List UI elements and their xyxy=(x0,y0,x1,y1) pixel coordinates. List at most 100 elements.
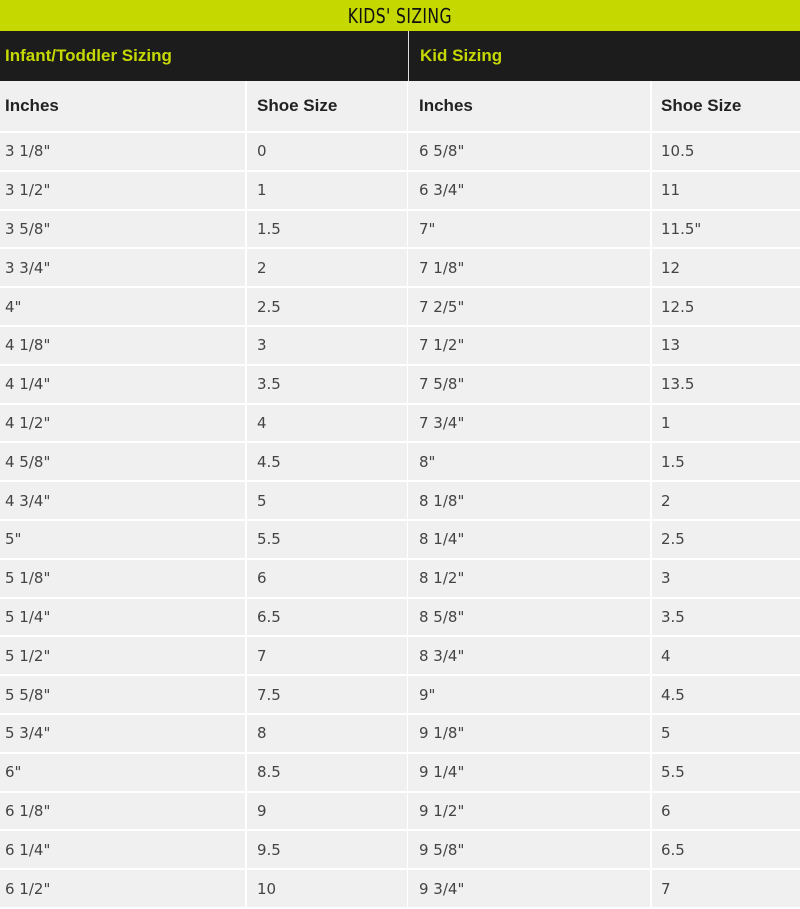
table-row: 5 1/8" 6 8 1/2" 3 xyxy=(0,559,800,599)
cell-inches-infant: 5 5/8" xyxy=(0,676,247,715)
cell-shoe-size-infant: 4.5 xyxy=(247,443,408,483)
table-row: 5 5/8" 7.5 9" 4.5 xyxy=(0,676,800,715)
cell-inches-kid: 7 5/8" xyxy=(408,365,652,405)
cell-shoe-size-kid: 5 xyxy=(652,714,800,754)
cell-inches-infant: 3 1/2" xyxy=(0,171,247,211)
cell-shoe-size-infant: 0 xyxy=(247,133,408,172)
table-row: 6 1/2" 10 9 3/4" 7 xyxy=(0,870,800,909)
column-header-inches-infant: Inches xyxy=(0,81,247,133)
cell-inches-kid: 8 1/8" xyxy=(408,482,652,521)
cell-inches-kid: 7 1/8" xyxy=(408,249,652,289)
cell-inches-infant: 3 1/8" xyxy=(0,133,247,172)
cell-inches-kid: 6 3/4" xyxy=(408,171,652,211)
cell-inches-infant: 3 5/8" xyxy=(0,210,247,250)
table-row: 4" 2.5 7 2/5" 12.5 xyxy=(0,288,800,327)
cell-shoe-size-kid: 1 xyxy=(652,404,800,444)
cell-shoe-size-kid: 2.5 xyxy=(652,520,800,560)
cell-shoe-size-infant: 4 xyxy=(247,404,408,444)
cell-inches-infant: 4" xyxy=(0,288,247,327)
cell-shoe-size-infant: 6.5 xyxy=(247,598,408,638)
cell-inches-infant: 4 1/8" xyxy=(0,326,247,366)
cell-inches-kid: 8 1/4" xyxy=(408,520,652,560)
cell-inches-kid: 6 5/8" xyxy=(408,133,652,172)
cell-shoe-size-kid: 10.5 xyxy=(652,133,800,172)
cell-shoe-size-kid: 7 xyxy=(652,870,800,909)
cell-inches-kid: 9 5/8" xyxy=(408,831,652,871)
table-row: 4 1/2" 4 7 3/4" 1 xyxy=(0,404,800,444)
section-header-infant-toddler: Infant/Toddler Sizing xyxy=(0,31,408,81)
cell-inches-kid: 8 3/4" xyxy=(408,637,652,677)
cell-shoe-size-kid: 12.5 xyxy=(652,288,800,327)
cell-shoe-size-kid: 11 xyxy=(652,171,800,211)
table-row: 5 1/4" 6.5 8 5/8" 3.5 xyxy=(0,598,800,638)
cell-inches-kid: 8 1/2" xyxy=(408,559,652,599)
cell-shoe-size-infant: 6 xyxy=(247,559,408,599)
cell-shoe-size-infant: 7 xyxy=(247,637,408,677)
cell-inches-infant: 6 1/8" xyxy=(0,792,247,832)
section-header-kid: Kid Sizing xyxy=(409,31,800,81)
cell-shoe-size-infant: 7.5 xyxy=(247,676,408,715)
cell-inches-kid: 9 1/2" xyxy=(408,792,652,832)
cell-shoe-size-kid: 4.5 xyxy=(652,676,800,715)
cell-shoe-size-infant: 2 xyxy=(247,249,408,289)
cell-shoe-size-kid: 3.5 xyxy=(652,598,800,638)
table-row: 3 1/8" 0 6 5/8" 10.5 xyxy=(0,133,800,172)
cell-inches-infant: 5 1/2" xyxy=(0,637,247,677)
cell-shoe-size-kid: 1.5 xyxy=(652,443,800,483)
cell-shoe-size-infant: 1 xyxy=(247,171,408,211)
cell-inches-infant: 4 1/4" xyxy=(0,365,247,405)
cell-inches-kid: 9" xyxy=(408,676,652,715)
cell-shoe-size-kid: 13 xyxy=(652,326,800,366)
table-row: 5 3/4" 8 9 1/8" 5 xyxy=(0,714,800,754)
cell-shoe-size-infant: 5.5 xyxy=(247,520,408,560)
cell-shoe-size-infant: 10 xyxy=(247,870,408,909)
cell-shoe-size-kid: 4 xyxy=(652,637,800,677)
column-header-shoe-size-infant: Shoe Size xyxy=(247,81,408,133)
cell-inches-kid: 8" xyxy=(408,443,652,483)
table-row: 6 1/4" 9.5 9 5/8" 6.5 xyxy=(0,831,800,871)
table-row: 4 3/4" 5 8 1/8" 2 xyxy=(0,482,800,521)
table-row: 4 1/4" 3.5 7 5/8" 13.5 xyxy=(0,365,800,405)
cell-inches-infant: 5" xyxy=(0,520,247,560)
cell-shoe-size-infant: 8 xyxy=(247,714,408,754)
table-row: 4 1/8" 3 7 1/2" 13 xyxy=(0,326,800,366)
cell-inches-infant: 5 1/4" xyxy=(0,598,247,638)
cell-shoe-size-kid: 13.5 xyxy=(652,365,800,405)
cell-shoe-size-kid: 11.5" xyxy=(652,210,800,250)
cell-shoe-size-kid: 3 xyxy=(652,559,800,599)
table-row: 6 1/8" 9 9 1/2" 6 xyxy=(0,792,800,832)
cell-inches-kid: 9 1/4" xyxy=(408,753,652,793)
cell-shoe-size-infant: 8.5 xyxy=(247,753,408,793)
cell-shoe-size-kid: 6 xyxy=(652,792,800,832)
section-title-infant-toddler: Infant/Toddler Sizing xyxy=(5,46,172,65)
table-row: 6" 8.5 9 1/4" 5.5 xyxy=(0,753,800,793)
table-row: 3 1/2" 1 6 3/4" 11 xyxy=(0,171,800,211)
cell-inches-kid: 7" xyxy=(408,210,652,250)
cell-shoe-size-infant: 3.5 xyxy=(247,365,408,405)
table-row: 4 5/8" 4.5 8" 1.5 xyxy=(0,443,800,483)
cell-inches-kid: 9 3/4" xyxy=(408,870,652,909)
cell-inches-infant: 4 5/8" xyxy=(0,443,247,483)
cell-shoe-size-infant: 5 xyxy=(247,482,408,521)
cell-shoe-size-infant: 9 xyxy=(247,792,408,832)
cell-inches-infant: 6 1/2" xyxy=(0,870,247,909)
column-header-shoe-size-kid: Shoe Size xyxy=(652,81,800,133)
cell-inches-kid: 9 1/8" xyxy=(408,714,652,754)
page-title: KIDS' SIZING xyxy=(347,3,453,28)
cell-shoe-size-infant: 9.5 xyxy=(247,831,408,871)
table-row: 5" 5.5 8 1/4" 2.5 xyxy=(0,520,800,560)
table-row: 5 1/2" 7 8 3/4" 4 xyxy=(0,637,800,677)
cell-inches-infant: 4 3/4" xyxy=(0,482,247,521)
cell-inches-infant: 6 1/4" xyxy=(0,831,247,871)
cell-inches-infant: 5 1/8" xyxy=(0,559,247,599)
sizing-table: Inches Shoe Size Inches Shoe Size 3 1/8"… xyxy=(0,81,800,909)
cell-inches-kid: 7 3/4" xyxy=(408,404,652,444)
cell-inches-kid: 7 2/5" xyxy=(408,288,652,327)
cell-inches-infant: 4 1/2" xyxy=(0,404,247,444)
table-row: 3 3/4" 2 7 1/8" 12 xyxy=(0,249,800,289)
cell-inches-infant: 3 3/4" xyxy=(0,249,247,289)
title-bar: KIDS' SIZING xyxy=(0,0,800,31)
table-row: 3 5/8" 1.5 7" 11.5" xyxy=(0,210,800,250)
cell-inches-infant: 5 3/4" xyxy=(0,714,247,754)
section-title-kid: Kid Sizing xyxy=(420,46,503,65)
